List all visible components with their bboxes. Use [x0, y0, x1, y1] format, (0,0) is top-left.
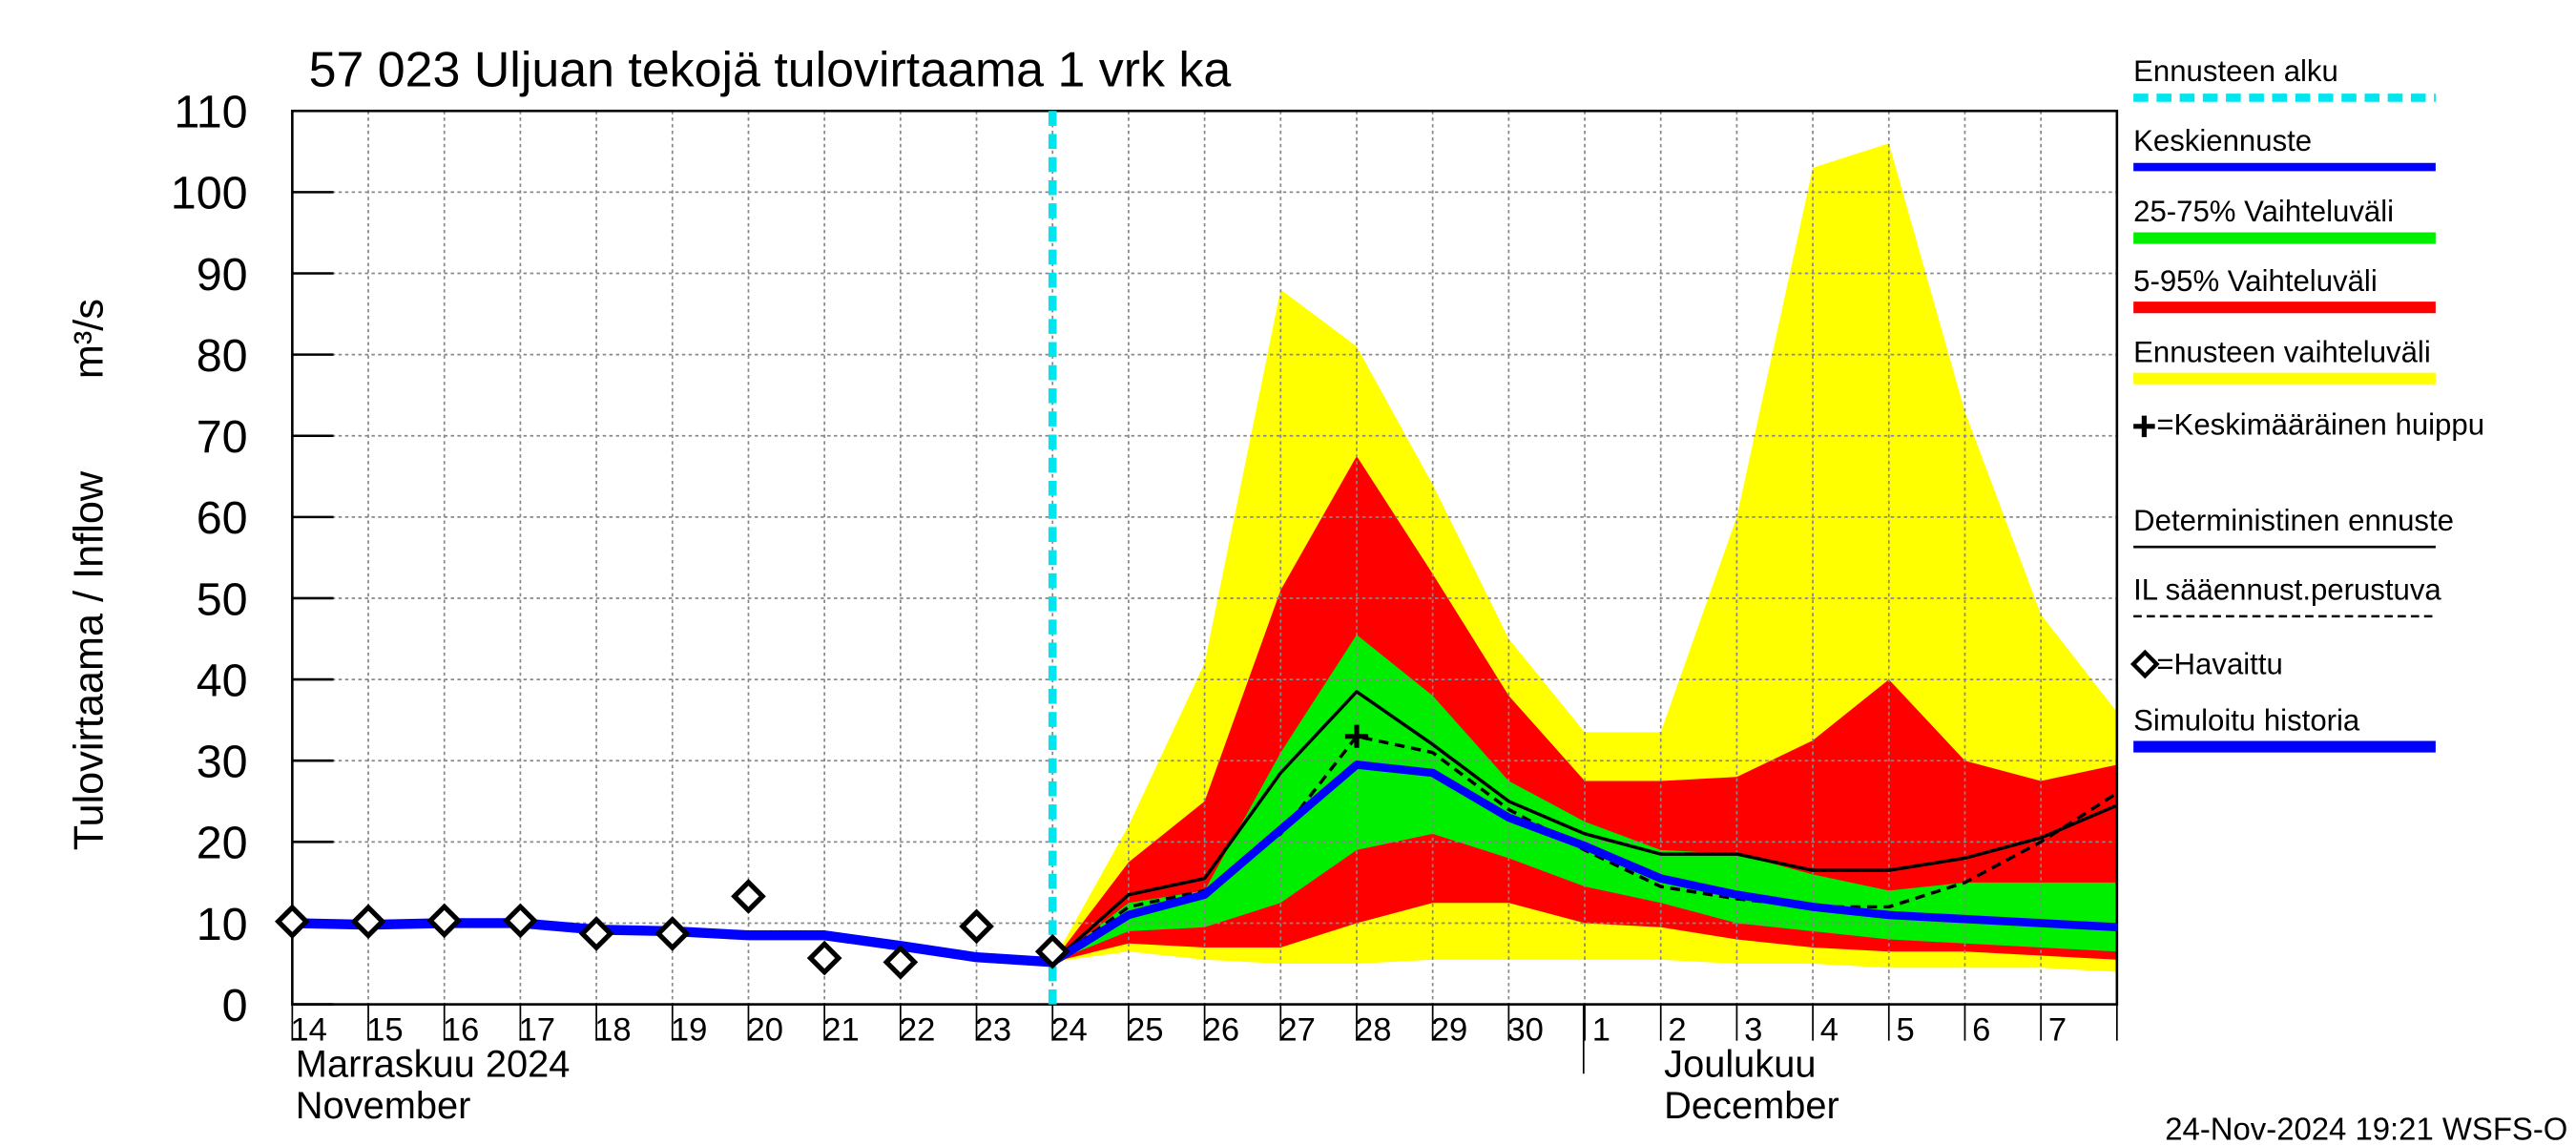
x-tick-label: 15 — [366, 1012, 404, 1049]
legend-item: 5-95% Vaihteluväli — [2133, 264, 2436, 314]
x-tick-label: 22 — [899, 1012, 936, 1049]
y-tick-label: 80 — [197, 330, 248, 382]
y-tick-label: 20 — [197, 818, 248, 869]
y-tick-label: 100 — [171, 168, 248, 219]
x-tick-label: 16 — [443, 1012, 480, 1049]
legend-label: Simuloitu historia — [2133, 703, 2360, 737]
y-tick-label: 0 — [222, 980, 248, 1031]
month-label: Marraskuu 2024 — [296, 1044, 571, 1086]
legend-label: Deterministinen ennuste — [2133, 504, 2454, 537]
legend-item: =Keskimääräinen huippu — [2133, 407, 2484, 441]
legend-label: IL sääennust.perustuva — [2133, 573, 2441, 607]
y-tick-label: 90 — [197, 249, 248, 301]
legend-item: Ennusteen vaihteluväli — [2133, 335, 2436, 385]
observed-marker — [883, 944, 919, 980]
x-tick-label: 18 — [594, 1012, 632, 1049]
observed-marker — [1034, 933, 1070, 969]
legend-label: =Havaittu — [2156, 647, 2282, 680]
legend-label: 5-95% Vaihteluväli — [2133, 264, 2378, 298]
observed-marker — [350, 904, 386, 940]
legend-label: Ennusteen vaihteluväli — [2133, 335, 2431, 368]
legend-symbol — [2133, 415, 2155, 438]
x-tick-label: 30 — [1506, 1012, 1544, 1049]
legend-item: =Havaittu — [2129, 647, 2283, 680]
x-tick-label: 4 — [1820, 1012, 1839, 1049]
x-tick-label: 17 — [518, 1012, 555, 1049]
x-tick-label: 3 — [1744, 1012, 1762, 1049]
series-line — [1051, 690, 2118, 964]
plot-frame — [291, 109, 2119, 1006]
month-label: December — [1664, 1085, 1839, 1127]
x-tick-label: 1 — [1592, 1012, 1610, 1049]
legend-label: Keskiennuste — [2133, 124, 2312, 157]
peak-cross — [1344, 724, 1369, 748]
y-tick-label: 110 — [174, 87, 247, 138]
x-tick-label: 24 — [1050, 1012, 1088, 1049]
timestamp: 24-Nov-2024 19:21 WSFS-O — [2165, 1112, 2567, 1145]
x-tick-label: 27 — [1278, 1012, 1316, 1049]
y-tick-label: 30 — [197, 737, 248, 788]
legend-label: Ennusteen alku — [2133, 54, 2338, 88]
x-tick-label: 26 — [1203, 1012, 1240, 1049]
x-tick-label: 21 — [822, 1012, 860, 1049]
observed-marker — [578, 916, 614, 951]
y-tick-label: 70 — [197, 411, 248, 463]
legend-label: =Keskimääräinen huippu — [2156, 407, 2484, 441]
x-tick-label: 7 — [2048, 1012, 2067, 1049]
series-line — [1049, 760, 2118, 967]
legend-item: IL sääennust.perustuva — [2133, 573, 2441, 618]
x-tick-label: 14 — [290, 1012, 327, 1049]
y-tick-label: 10 — [197, 899, 248, 950]
x-tick-label: 20 — [747, 1012, 784, 1049]
y-tick-label: 60 — [197, 492, 248, 544]
month-label: Joulukuu — [1664, 1044, 1816, 1086]
legend-label: 25-75% Vaihteluväli — [2133, 195, 2394, 228]
legend-item: Simuloitu historia — [2133, 703, 2436, 753]
band — [1052, 635, 2117, 963]
observed-marker — [274, 904, 310, 940]
legend-item: Keskiennuste — [2133, 124, 2436, 172]
x-tick-label: 25 — [1127, 1012, 1164, 1049]
observed-marker — [731, 879, 766, 914]
y-axis-unit: m³/s — [66, 299, 112, 379]
chart-title: 57 023 Uljuan tekojä tulovirtaama 1 vrk … — [309, 42, 1232, 97]
legend-item: Ennusteen alku — [2133, 54, 2436, 102]
legend-symbol — [2129, 649, 2160, 679]
observed-marker — [503, 903, 538, 939]
x-tick-label: 2 — [1668, 1012, 1686, 1049]
observed-marker — [959, 908, 994, 945]
x-tick-label: 29 — [1431, 1012, 1468, 1049]
x-tick-label: 6 — [1972, 1012, 1990, 1049]
observed-marker — [654, 916, 691, 951]
x-tick-label: 19 — [671, 1012, 708, 1049]
x-tick-label: 28 — [1355, 1012, 1392, 1049]
observed-marker — [806, 940, 842, 976]
month-label: November — [296, 1085, 471, 1127]
x-tick-label: 5 — [1896, 1012, 1914, 1049]
y-tick-label: 50 — [197, 573, 248, 625]
legend-item: Deterministinen ennuste — [2133, 504, 2454, 549]
peak-marker — [1344, 724, 1369, 748]
y-tick-label: 40 — [197, 655, 248, 706]
legend-item: 25-75% Vaihteluväli — [2133, 195, 2436, 244]
y-axis-label: Tulovirtaama / Inflow — [66, 470, 112, 850]
x-tick-label: 23 — [975, 1012, 1012, 1049]
observed-marker — [426, 903, 463, 939]
